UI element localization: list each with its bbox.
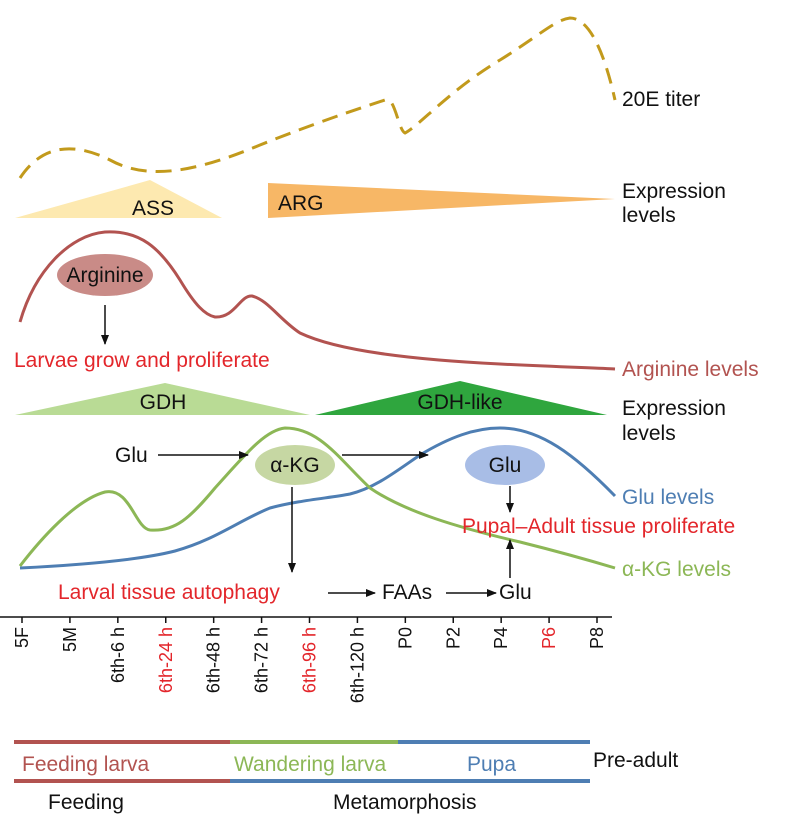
arginine-curve <box>18 230 616 371</box>
time-tick-label: 5F <box>12 627 32 648</box>
titer-curve <box>18 16 617 179</box>
akg-levels-label: α-KG levels <box>622 558 731 581</box>
pupa-label: Pupa <box>467 753 516 776</box>
time-tick-label: 6th-72 h <box>252 627 272 693</box>
titer-label: 20E titer <box>622 88 700 111</box>
feeding-label: Feeding <box>48 791 124 814</box>
time-tick-label: 6th-120 h <box>347 627 367 703</box>
arginine-effect: Larvae grow and proliferate <box>14 349 270 372</box>
expression-label-2-line-2: levels <box>622 422 676 445</box>
arg-label: ARG <box>278 192 324 215</box>
glu-levels-label: Glu levels <box>622 486 714 509</box>
autophagy-label: Larval tissue autophagy <box>58 581 280 604</box>
time-tick-label: P6 <box>539 627 559 649</box>
glu-curve <box>19 426 617 570</box>
expression-label-1-line-1: Expression <box>622 180 726 203</box>
arg-triangle <box>268 183 615 218</box>
time-axis-ticks: 5F 5M 6th-6 h 6th-24 h 6th-48 h 6th-72 h 6th-9… <box>12 617 607 703</box>
akg-bubble-label: α-KG <box>270 454 319 477</box>
time-tick-label: 6th-96 h <box>300 627 320 693</box>
feeding-larva-label: Feeding larva <box>22 753 150 776</box>
pupal-effect: Pupal–Adult tissue proliferate <box>462 515 735 538</box>
pre-adult-label: Pre-adult <box>593 749 678 772</box>
akg-curve <box>18 426 616 570</box>
time-tick-label: P4 <box>491 627 511 649</box>
glu-bubble-label: Glu <box>489 454 522 477</box>
arginine-levels-label: Arginine levels <box>622 358 759 381</box>
time-tick-label: 5M <box>60 627 80 652</box>
time-tick-label: P2 <box>443 627 463 649</box>
glu-left-label: Glu <box>115 444 148 467</box>
time-tick-label: P8 <box>587 627 607 649</box>
time-tick-label: 6th-24 h <box>156 627 176 693</box>
metamorphosis-label: Metamorphosis <box>333 791 477 814</box>
expression-label-2-line-1: Expression <box>622 397 726 420</box>
arginine-bubble <box>57 254 153 296</box>
gdh-label: GDH <box>140 391 187 414</box>
faas-label: FAAs <box>382 581 432 604</box>
ass-label: ASS <box>132 197 174 220</box>
wandering-larva-label: Wandering larva <box>234 753 386 776</box>
gdh-triangle <box>15 383 310 415</box>
ass-triangle <box>15 180 222 218</box>
time-tick-label: 6th-6 h <box>108 627 128 683</box>
expression-label-1-line-2: levels <box>622 204 676 227</box>
gdh-like-label: GDH-like <box>417 391 502 414</box>
akg-bubble <box>255 445 335 485</box>
arginine-bubble-label: Arginine <box>66 264 143 287</box>
glu-bubble <box>465 445 545 485</box>
glu-bottom-label: Glu <box>499 581 532 604</box>
gdh-like-triangle <box>315 381 607 415</box>
time-tick-label: P0 <box>395 627 415 649</box>
time-tick-label: 6th-48 h <box>204 627 224 693</box>
